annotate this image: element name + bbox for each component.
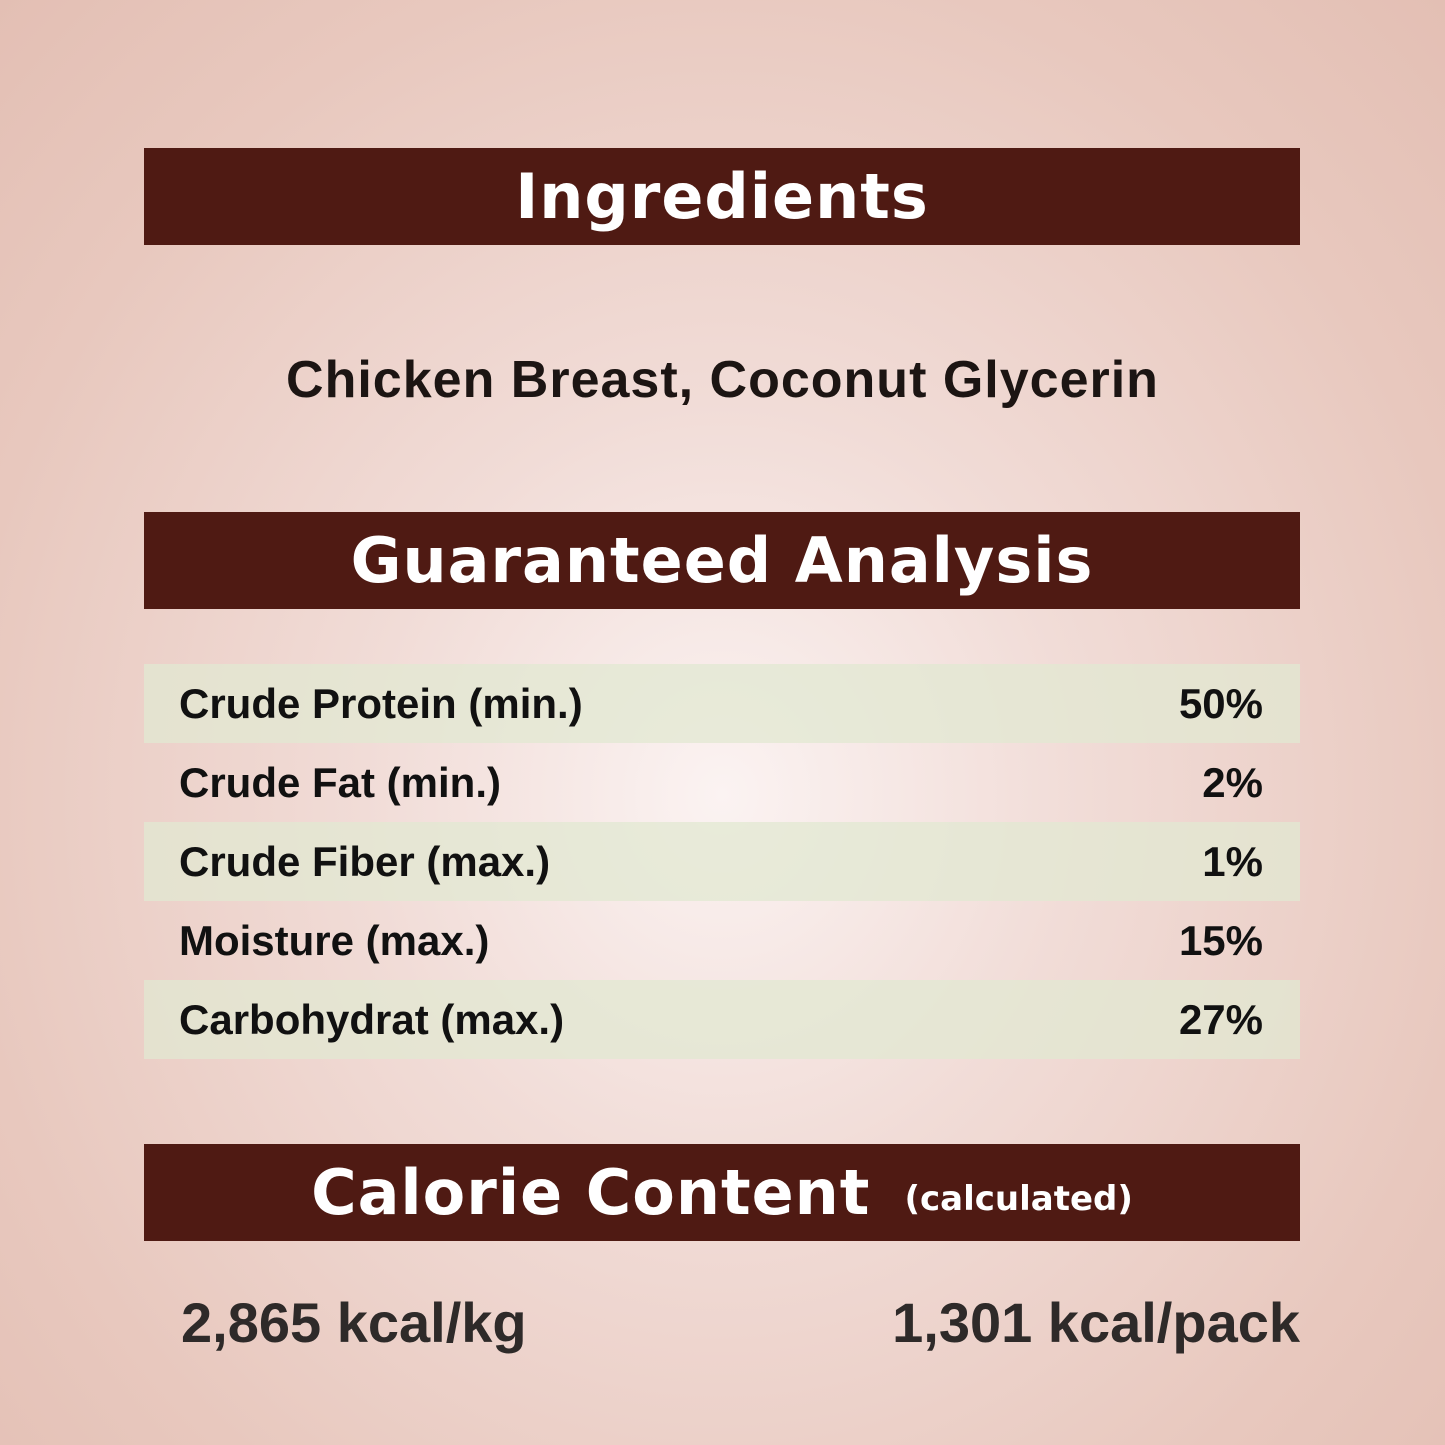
row-label: Crude Protein (min.)	[179, 679, 583, 727]
row-value: 1%	[1202, 837, 1263, 885]
row-value: 2%	[1202, 758, 1263, 806]
analysis-row: Crude Fiber (max.) 1%	[144, 822, 1300, 901]
row-label: Moisture (max.)	[179, 916, 490, 964]
ingredients-text: Chicken Breast, Coconut Glycerin	[286, 351, 1159, 409]
calorie-per-kg: 2,865 kcal/kg	[181, 1291, 527, 1354]
analysis-row: Carbohydrat (max.) 27%	[144, 980, 1300, 1059]
row-value: 27%	[1178, 995, 1263, 1043]
row-label: Crude Fat (min.)	[179, 758, 501, 806]
analysis-row: Moisture (max.) 15%	[144, 901, 1300, 980]
analysis-heading-banner: Guaranteed Analysis	[144, 512, 1300, 609]
analysis-heading: Guaranteed Analysis	[350, 524, 1094, 597]
analysis-table: Crude Protein (min.) 50% Crude Fat (min.…	[144, 664, 1300, 1059]
calorie-heading-banner: Calorie Content (calculated)	[144, 1144, 1300, 1241]
ingredients-heading-banner: Ingredients	[144, 148, 1300, 245]
analysis-row: Crude Fat (min.) 2%	[144, 743, 1300, 822]
calorie-heading: Calorie Content	[311, 1156, 871, 1229]
row-value: 50%	[1178, 679, 1263, 727]
row-label: Crude Fiber (max.)	[179, 837, 551, 885]
calorie-subheading: (calculated)	[904, 1178, 1133, 1219]
row-value: 15%	[1178, 916, 1263, 964]
row-label: Carbohydrat (max.)	[179, 995, 565, 1043]
analysis-row: Crude Protein (min.) 50%	[144, 664, 1300, 743]
calorie-per-pack: 1,301 kcal/pack	[892, 1291, 1300, 1354]
ingredients-heading: Ingredients	[515, 160, 929, 233]
